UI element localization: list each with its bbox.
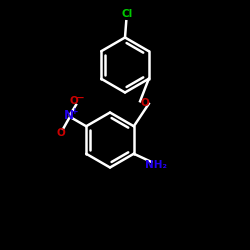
Text: N: N — [64, 109, 74, 122]
Text: O: O — [70, 96, 79, 106]
Text: −: − — [76, 93, 84, 103]
Text: Cl: Cl — [122, 9, 133, 19]
Text: O: O — [141, 98, 150, 108]
Text: O: O — [56, 128, 65, 138]
Text: NH₂: NH₂ — [144, 160, 167, 170]
Text: +: + — [71, 107, 78, 116]
